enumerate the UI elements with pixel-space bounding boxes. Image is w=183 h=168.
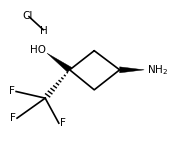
Text: F: F xyxy=(10,113,16,123)
Polygon shape xyxy=(120,67,144,73)
Text: NH$_2$: NH$_2$ xyxy=(147,63,168,77)
Text: HO: HO xyxy=(30,45,46,55)
Text: F: F xyxy=(9,87,15,96)
Polygon shape xyxy=(47,53,72,72)
Text: Cl: Cl xyxy=(23,11,33,21)
Text: H: H xyxy=(40,26,48,36)
Text: F: F xyxy=(60,118,66,128)
